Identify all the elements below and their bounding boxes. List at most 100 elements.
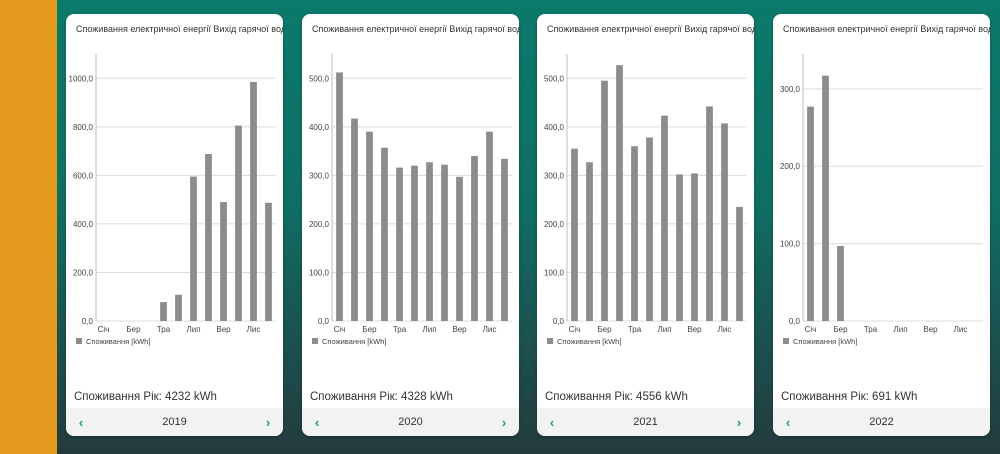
x-tick-label: Січ [569, 325, 581, 334]
y-tick-label: 0,0 [82, 317, 94, 326]
year-navigation: ‹ 2020 › [302, 408, 519, 436]
year-label: 2021 [633, 416, 658, 428]
x-tick-label: Бер [833, 325, 848, 334]
bar-Бер[interactable] [366, 131, 373, 321]
y-tick-label: 0,0 [789, 317, 801, 326]
x-tick-label: Січ [98, 325, 110, 334]
x-tick-label: Тра [157, 325, 171, 334]
y-tick-label: 500,0 [544, 74, 565, 83]
bar-Лют[interactable] [586, 162, 593, 321]
year-label: 2022 [869, 416, 894, 428]
y-tick-label: 600,0 [73, 171, 94, 180]
bar-Чер[interactable] [411, 165, 418, 321]
year-consumption-summary: Споживання Рік: 4328 kWh [310, 391, 453, 403]
bar-Жов[interactable] [235, 125, 242, 321]
bar-Лис[interactable] [486, 131, 493, 321]
bar-Сер[interactable] [676, 174, 683, 321]
bar-Гру[interactable] [501, 158, 508, 321]
bar-Січ[interactable] [807, 106, 814, 321]
card-title: Споживання електричної енергії Вихід гар… [783, 24, 990, 34]
card-title: Споживання електричної енергії Вихід гар… [76, 24, 283, 34]
y-tick-label: 300,0 [780, 85, 801, 94]
chart-card-2019: Споживання електричної енергії Вихід гар… [66, 14, 283, 436]
bar-Лип[interactable] [190, 176, 197, 321]
x-tick-label: Лис [954, 325, 968, 334]
bar-Тра[interactable] [160, 302, 167, 321]
legend-swatch [547, 338, 553, 344]
y-tick-label: 0,0 [553, 317, 565, 326]
x-tick-label: Бер [126, 325, 141, 334]
bar-Січ[interactable] [571, 148, 578, 321]
bar-Кві[interactable] [381, 147, 388, 321]
bar-Вер[interactable] [691, 173, 698, 321]
x-tick-label: Лип [186, 325, 200, 334]
bar-Лют[interactable] [822, 75, 829, 322]
y-tick-label: 500,0 [309, 74, 330, 83]
card-title: Споживання електричної енергії Вихід гар… [547, 24, 754, 34]
bar-Чер[interactable] [646, 137, 653, 321]
bar-Гру[interactable] [265, 202, 272, 321]
bar-Бер[interactable] [837, 245, 844, 321]
bar-Тра[interactable] [631, 146, 638, 321]
x-tick-label: Лис [483, 325, 497, 334]
bar-Лип[interactable] [661, 115, 668, 321]
bar-chart: 0,0 100,0 200,0 300,0 400,0 500,0 Січ Бер Тра Лип… [544, 54, 747, 346]
bar-Жов[interactable] [706, 106, 713, 321]
bar-Сер[interactable] [441, 164, 448, 321]
year-consumption-summary: Споживання Рік: 4556 kWh [545, 391, 688, 403]
y-tick-label: 400,0 [73, 220, 94, 229]
prev-year-button[interactable]: ‹ [78, 414, 84, 430]
y-tick-label: 200,0 [73, 268, 94, 277]
legend-label: Споживання [kWh] [557, 337, 621, 346]
x-tick-label: Січ [805, 325, 817, 334]
y-tick-label: 100,0 [780, 240, 801, 249]
y-tick-label: 800,0 [73, 123, 94, 132]
orange-side-strip [0, 0, 57, 454]
x-tick-label: Бер [362, 325, 377, 334]
legend-label: Споживання [kWh] [322, 337, 386, 346]
prev-year-button[interactable]: ‹ [549, 414, 555, 430]
y-tick-label: 300,0 [544, 171, 565, 180]
bar-Вер[interactable] [456, 176, 463, 321]
y-tick-label: 0,0 [318, 317, 330, 326]
next-year-button[interactable] [968, 415, 982, 429]
x-tick-label: Тра [393, 325, 407, 334]
year-label: 2019 [162, 416, 187, 428]
bar-Сер[interactable] [205, 154, 212, 321]
bar-Чер[interactable] [175, 294, 182, 321]
legend-swatch [312, 338, 318, 344]
next-year-button[interactable]: › [736, 414, 742, 430]
y-tick-label: 400,0 [309, 123, 330, 132]
bar-Лис[interactable] [721, 123, 728, 321]
year-label: 2020 [398, 416, 423, 428]
bar-Бер[interactable] [601, 80, 608, 321]
y-tick-label: 1000,0 [69, 74, 94, 83]
bar-Гру[interactable] [736, 206, 743, 321]
legend-label: Споживання [kWh] [86, 337, 150, 346]
x-tick-label: Лис [718, 325, 732, 334]
legend-swatch [783, 338, 789, 344]
x-tick-label: Тра [864, 325, 878, 334]
x-tick-label: Вер [687, 325, 702, 334]
y-tick-label: 100,0 [544, 268, 565, 277]
bar-Лип[interactable] [426, 162, 433, 321]
prev-year-button[interactable]: ‹ [314, 414, 320, 430]
x-tick-label: Тра [628, 325, 642, 334]
year-consumption-summary: Споживання Рік: 691 kWh [781, 391, 918, 403]
year-navigation: ‹ 2022 [773, 408, 990, 436]
prev-year-button[interactable]: ‹ [785, 414, 791, 430]
bar-Лют[interactable] [351, 118, 358, 321]
bar-chart: 0,0 100,0 200,0 300,0 Січ Бер Тра Лип Вер Лис Спож… [780, 54, 983, 346]
bar-Тра[interactable] [396, 167, 403, 321]
next-year-button[interactable]: › [501, 414, 507, 430]
x-tick-label: Лис [247, 325, 261, 334]
bar-Лис[interactable] [250, 81, 257, 321]
next-year-button[interactable]: › [265, 414, 271, 430]
bar-Вер[interactable] [220, 202, 227, 321]
bar-Жов[interactable] [471, 155, 478, 321]
chart-card-2022: Споживання електричної енергії Вихід гар… [773, 14, 990, 436]
bar-chart: 0,0 100,0 200,0 300,0 400,0 500,0 Січ Бер Тра Лип… [309, 54, 512, 346]
chart-card-2021: Споживання електричної енергії Вихід гар… [537, 14, 754, 436]
bar-Кві[interactable] [616, 65, 623, 321]
bar-Січ[interactable] [336, 72, 343, 322]
